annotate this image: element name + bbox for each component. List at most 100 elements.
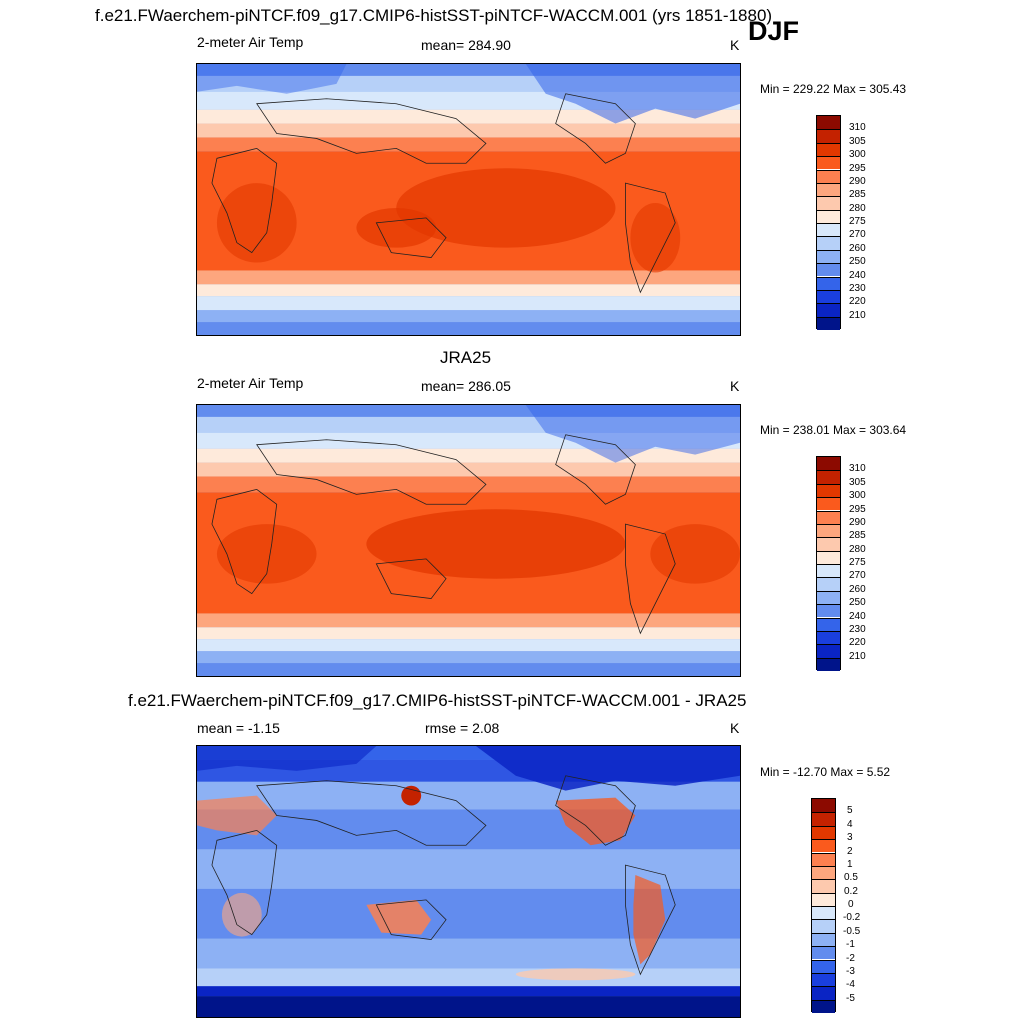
panel-3-colorbar: [811, 798, 836, 1013]
colorbar-tick-label: 210: [849, 309, 866, 321]
colorbar-swatch: [817, 236, 840, 250]
panel-1-colorbar: [816, 115, 841, 330]
panel-2-units-label: K: [730, 378, 740, 394]
colorbar-swatch: [817, 657, 840, 671]
colorbar-tick-label: 285: [849, 189, 866, 201]
panel-2-mean-label: mean= 286.05: [421, 378, 511, 394]
colorbar-tick-label: 305: [849, 476, 866, 488]
colorbar-swatch: [812, 799, 835, 813]
colorbar-swatch: [817, 470, 840, 484]
colorbar-swatch: [817, 537, 840, 551]
panel-3-minmax-label: Min = -12.70 Max = 5.52: [760, 765, 891, 779]
season-label: DJF: [748, 16, 800, 46]
colorbar-swatch: [817, 142, 840, 157]
colorbar-tick-label: 275: [849, 557, 866, 568]
colorbar-swatch: [812, 825, 835, 840]
colorbar-tick-label: 5: [847, 805, 853, 817]
colorbar-tick-label: -1: [846, 939, 855, 951]
colorbar-swatch: [817, 249, 840, 264]
colorbar-swatch: [812, 946, 835, 960]
panel-2-minmax-label: Min = 238.01 Max = 303.64: [760, 423, 907, 437]
colorbar-tick-label: -5: [846, 992, 855, 1004]
panel-3-map: [196, 745, 741, 1018]
panel-3-units-label: K: [730, 720, 740, 736]
colorbar-swatch: [817, 116, 840, 130]
colorbar-tick-label: 230: [849, 623, 866, 635]
colorbar-tick-label: 210: [849, 650, 866, 662]
colorbar-tick-label: 275: [849, 216, 866, 227]
colorbar-tick-label: 270: [849, 229, 866, 241]
colorbar-swatch: [817, 510, 840, 524]
colorbar-swatch: [817, 263, 840, 277]
colorbar-tick-label: 300: [849, 149, 866, 161]
panel-1-minmax-label: Min = 229.22 Max = 305.43: [760, 82, 907, 96]
colorbar-tick-label: 220: [849, 296, 866, 308]
panel-1-map: [196, 63, 741, 336]
colorbar-tick-label: 0.5: [844, 872, 858, 884]
colorbar-swatch: [817, 617, 840, 631]
panel-3-title: f.e21.FWaerchem-piNTCF.f09_g17.CMIP6-his…: [128, 691, 747, 710]
colorbar-tick-label: 300: [849, 490, 866, 502]
colorbar-tick-label: 250: [849, 256, 866, 268]
colorbar-tick-label: 1: [847, 858, 853, 870]
colorbar-tick-label: 310: [849, 463, 866, 475]
colorbar-swatch: [817, 644, 840, 658]
colorbar-swatch: [817, 604, 840, 618]
colorbar-tick-label: 310: [849, 122, 866, 134]
colorbar-swatch: [817, 289, 840, 304]
colorbar-swatch: [817, 497, 840, 511]
colorbar-swatch: [812, 812, 835, 826]
colorbar-tick-label: 3: [847, 832, 853, 844]
panel-1-mean-label: mean= 284.90: [421, 37, 511, 53]
colorbar-swatch: [812, 892, 835, 906]
colorbar-swatch: [812, 839, 835, 853]
colorbar-tick-label: 305: [849, 135, 866, 147]
colorbar-tick-label: 0.2: [844, 885, 858, 897]
colorbar-tick-label: 240: [849, 269, 866, 281]
colorbar-swatch: [817, 223, 840, 237]
panel-2-colorbar: [816, 456, 841, 671]
colorbar-swatch: [817, 630, 840, 645]
colorbar-tick-label: 220: [849, 637, 866, 649]
colorbar-tick-label: -0.2: [843, 912, 861, 924]
colorbar-tick-label: -4: [846, 979, 855, 991]
colorbar-tick-label: 4: [847, 818, 853, 830]
panel-2-title: JRA25: [440, 348, 492, 367]
colorbar-swatch: [817, 276, 840, 290]
colorbar-swatch: [812, 932, 835, 947]
panel-1-variable-label: 2-meter Air Temp: [197, 34, 304, 50]
colorbar-swatch: [817, 550, 840, 564]
colorbar-tick-label: -3: [846, 965, 855, 977]
colorbar-tick-label: 290: [849, 175, 866, 187]
colorbar-swatch: [817, 156, 840, 170]
panel-3-mean-label: mean = -1.15: [197, 720, 280, 736]
colorbar-swatch: [812, 972, 835, 987]
colorbar-swatch: [817, 577, 840, 591]
colorbar-swatch: [817, 169, 840, 183]
colorbar-swatch: [812, 906, 835, 920]
colorbar-tick-label: 260: [849, 583, 866, 595]
colorbar-tick-label: 295: [849, 503, 866, 515]
colorbar-swatch: [812, 986, 835, 1000]
colorbar-tick-label: -0.5: [843, 925, 861, 937]
colorbar-tick-label: 285: [849, 530, 866, 542]
colorbar-swatch: [817, 129, 840, 143]
colorbar-tick-label: 260: [849, 242, 866, 254]
panel-2-map: [196, 404, 741, 677]
colorbar-swatch: [812, 919, 835, 933]
colorbar-tick-label: 290: [849, 516, 866, 528]
colorbar-swatch: [812, 865, 835, 880]
colorbar-swatch: [817, 209, 840, 223]
colorbar-tick-label: -2: [846, 952, 855, 964]
panel-2-variable-label: 2-meter Air Temp: [197, 375, 304, 391]
colorbar-swatch: [817, 457, 840, 471]
colorbar-swatch: [817, 303, 840, 317]
colorbar-tick-label: 230: [849, 282, 866, 294]
colorbar-tick-label: 280: [849, 202, 866, 214]
colorbar-swatch: [817, 564, 840, 578]
colorbar-swatch: [817, 523, 840, 538]
colorbar-tick-label: 295: [849, 162, 866, 174]
colorbar-tick-label: 280: [849, 543, 866, 555]
colorbar-swatch: [817, 316, 840, 330]
colorbar-swatch: [817, 182, 840, 197]
